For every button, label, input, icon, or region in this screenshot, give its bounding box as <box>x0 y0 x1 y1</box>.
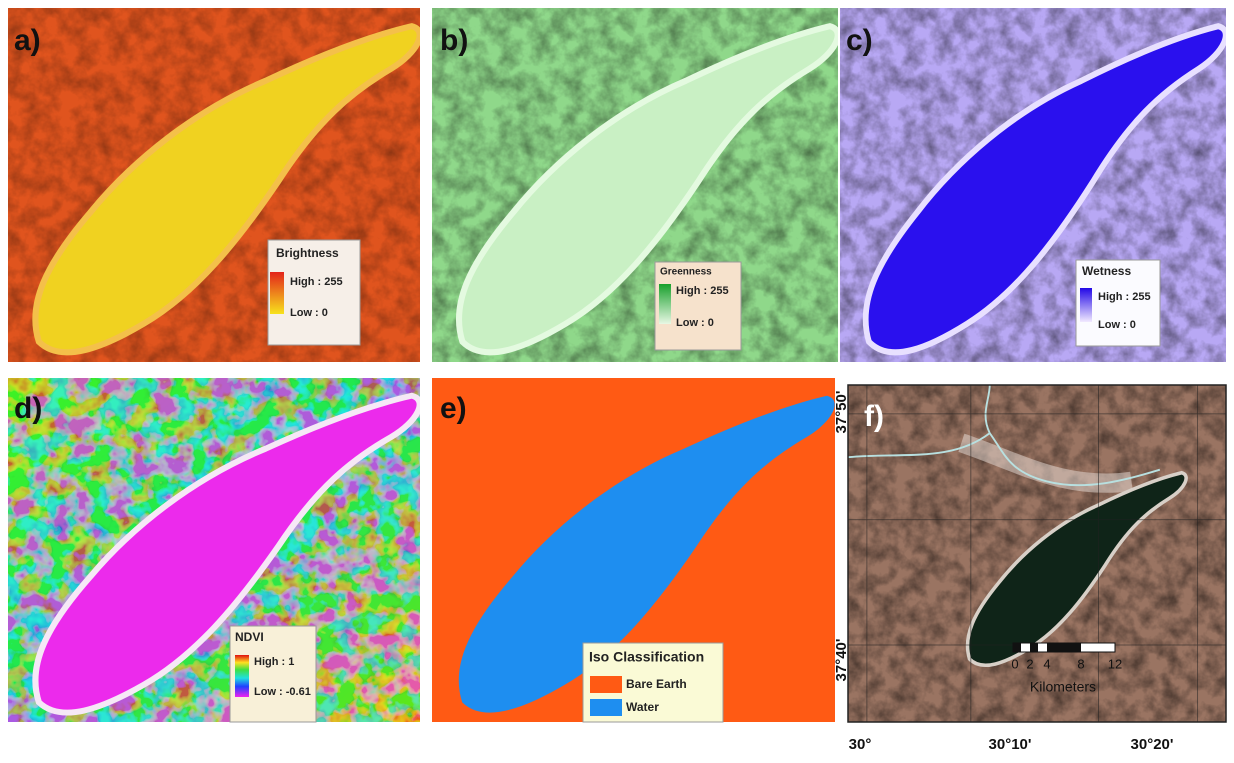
panel-label: d) <box>14 392 42 425</box>
lon-label: 30° <box>849 736 872 753</box>
panel-label: a) <box>14 24 41 57</box>
map-shape <box>590 676 622 693</box>
map-shape <box>1047 643 1081 652</box>
map-shape <box>1080 288 1092 322</box>
scale-tick-label: 12 <box>1108 656 1122 671</box>
legend-c: Wetness High : 255 Low : 0 <box>1076 260 1160 346</box>
legend-high: High : 255 <box>676 285 729 297</box>
legend-title: Wetness <box>1082 264 1131 278</box>
map-shape <box>270 272 284 314</box>
legend-a: Brightness High : 255 Low : 0 <box>268 240 360 345</box>
page: Lake index maps html, body { margin: 0; … <box>0 0 1234 758</box>
panel-label: f) <box>864 400 884 433</box>
panel-c-map <box>840 8 1226 362</box>
panel-label: c) <box>846 24 873 57</box>
scale-tick-label: 2 <box>1026 656 1033 671</box>
legend-title: Greenness <box>660 267 712 278</box>
scale-unit: Kilometers <box>1030 679 1096 695</box>
map-shape <box>590 699 622 716</box>
map-shape <box>1013 643 1021 652</box>
legend-low: Low : -0.61 <box>254 686 311 698</box>
panel-label: b) <box>440 24 468 57</box>
lon-label: 30°10' <box>989 736 1032 753</box>
legend-low: Low : 0 <box>290 307 328 319</box>
legend-title: Brightness <box>276 246 339 260</box>
legend-high: High : 255 <box>290 276 343 288</box>
lon-label: 30°20' <box>1131 736 1174 753</box>
legend-b: Greenness High : 255 Low : 0 <box>655 262 741 350</box>
body: {"panels": [ {"label": "a)", "legend": {… <box>0 0 1234 758</box>
map-shape <box>235 655 249 697</box>
panel-f-map <box>848 385 1226 722</box>
legend-item: Bare Earth <box>626 677 687 691</box>
scale-tick-label: 8 <box>1077 656 1084 671</box>
map-shape <box>659 284 671 324</box>
scale-tick-label: 4 <box>1043 656 1050 671</box>
legend-title: Iso Classification <box>589 649 704 665</box>
legend-item: Water <box>626 700 659 714</box>
legend-title: NDVI <box>235 630 264 644</box>
legend-low: Low : 0 <box>676 317 714 329</box>
lat-label: 37°50' <box>833 391 850 434</box>
legend-high: High : 255 <box>1098 291 1151 303</box>
panel-label: e) <box>440 392 467 425</box>
legend-high: High : 1 <box>254 656 294 668</box>
figure: a) b) c) d) e) f) Brightness High : 255 … <box>0 0 1234 758</box>
legend-d: NDVI High : 1 Low : -0.61 <box>230 626 316 722</box>
lat-label: 37°40' <box>833 639 850 682</box>
map-shape <box>1030 643 1038 652</box>
legend-low: Low : 0 <box>1098 319 1136 331</box>
scale-tick-label: 0 <box>1011 656 1018 671</box>
panel-b-map <box>432 8 838 362</box>
panel-d-map <box>8 378 420 722</box>
legend-e: Iso Classification Bare Earth Water <box>583 643 723 722</box>
